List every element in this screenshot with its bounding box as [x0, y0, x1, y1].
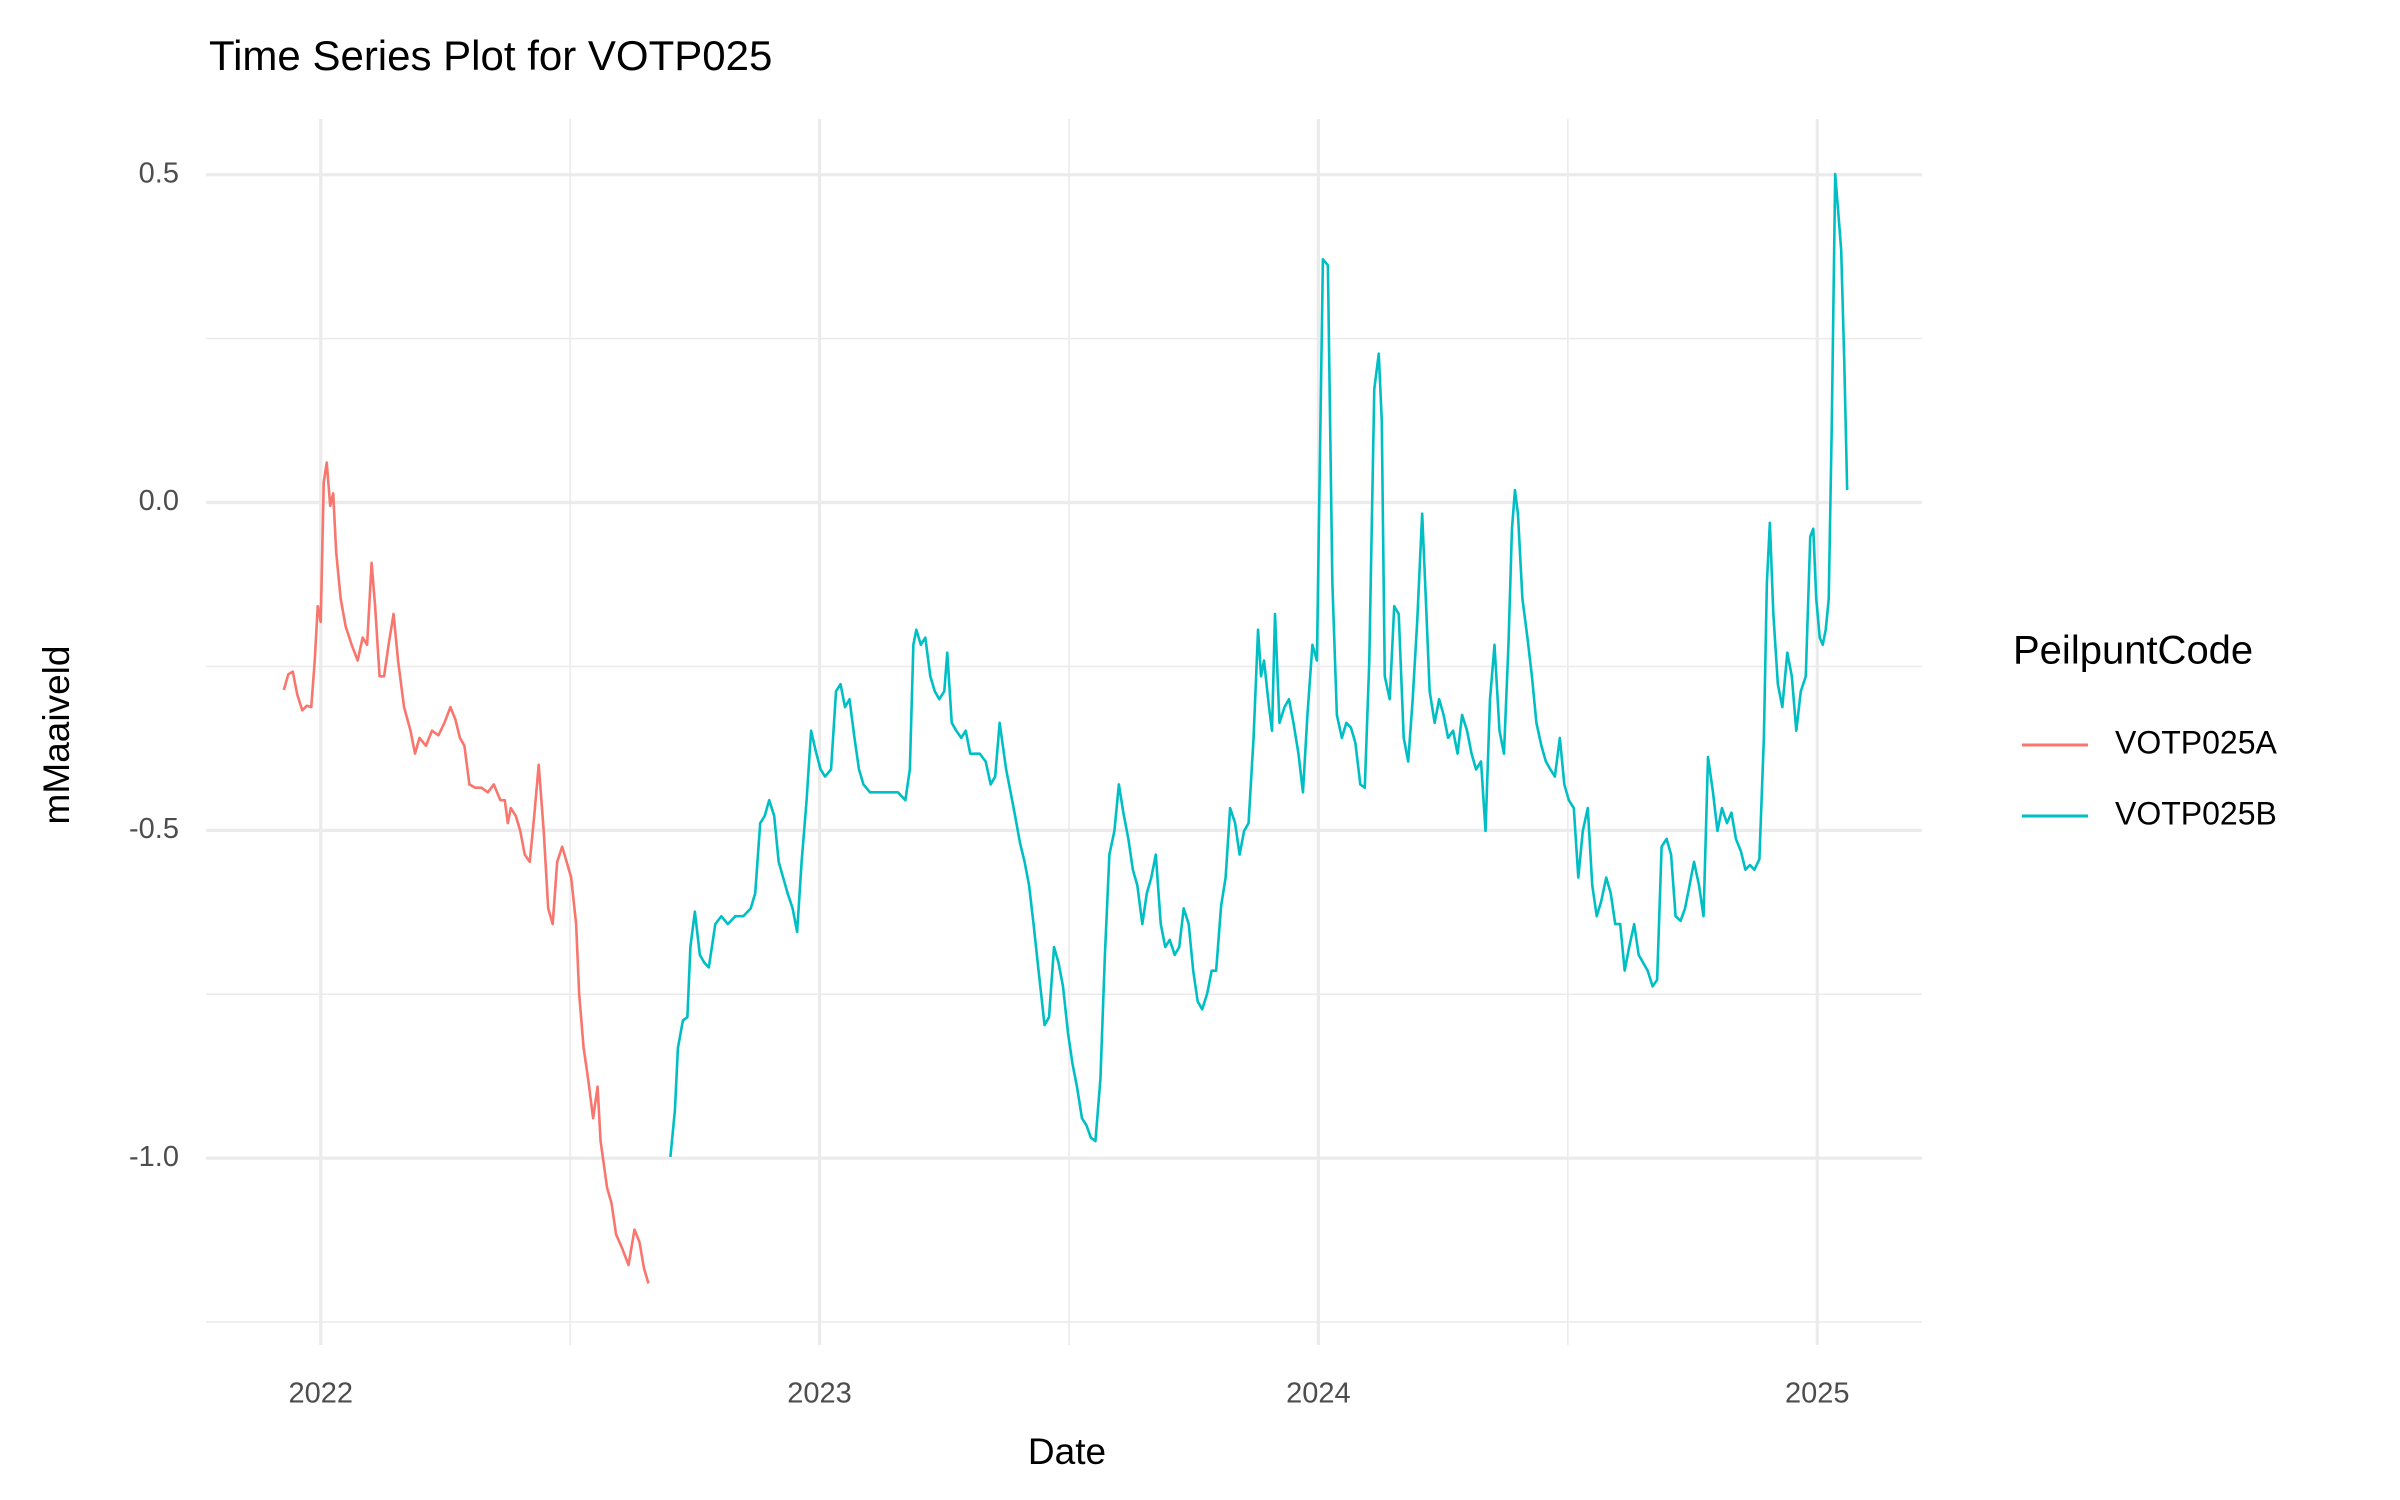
legend-label: VOTP025B — [2115, 795, 2277, 831]
grid — [206, 119, 1922, 1345]
chart-title: Time Series Plot for VOTP025 — [209, 32, 772, 79]
y-tick-label: 0.5 — [139, 157, 179, 189]
legend-title: PeilpuntCode — [2013, 629, 2253, 673]
x-tick-label: 2022 — [288, 1378, 353, 1410]
y-tick-label: -0.5 — [129, 813, 179, 845]
x-axis-title: Date — [1028, 1431, 1106, 1472]
x-tick-label: 2024 — [1286, 1378, 1351, 1410]
y-tick-label: -1.0 — [129, 1141, 179, 1173]
legend-label: VOTP025A — [2115, 724, 2278, 760]
series-line — [669, 172, 1849, 1157]
y-tick-label: 0.0 — [139, 485, 179, 517]
y-axis-title: mMaaiveld — [36, 646, 77, 825]
x-tick-label: 2023 — [787, 1378, 852, 1410]
x-tick-label: 2025 — [1785, 1378, 1850, 1410]
series-line — [282, 461, 650, 1284]
